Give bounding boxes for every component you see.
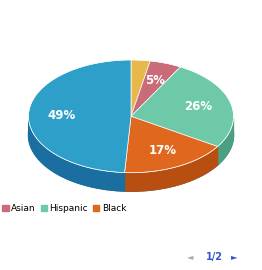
Text: 1/2: 1/2 [206,252,223,262]
Ellipse shape [29,78,233,191]
Polygon shape [29,60,131,173]
Text: ◄: ◄ [187,252,193,262]
Text: 5%: 5% [145,74,165,87]
Legend: Asian, Hispanic, Black: Asian, Hispanic, Black [0,200,130,217]
Text: ►: ► [231,252,238,262]
Polygon shape [29,120,124,191]
Polygon shape [131,61,181,116]
Text: 26%: 26% [184,100,212,113]
Polygon shape [124,116,217,173]
Text: 49%: 49% [47,109,75,122]
Text: 17%: 17% [149,144,177,157]
Polygon shape [124,147,217,191]
Polygon shape [217,118,233,165]
Polygon shape [131,60,150,116]
Polygon shape [131,67,233,147]
